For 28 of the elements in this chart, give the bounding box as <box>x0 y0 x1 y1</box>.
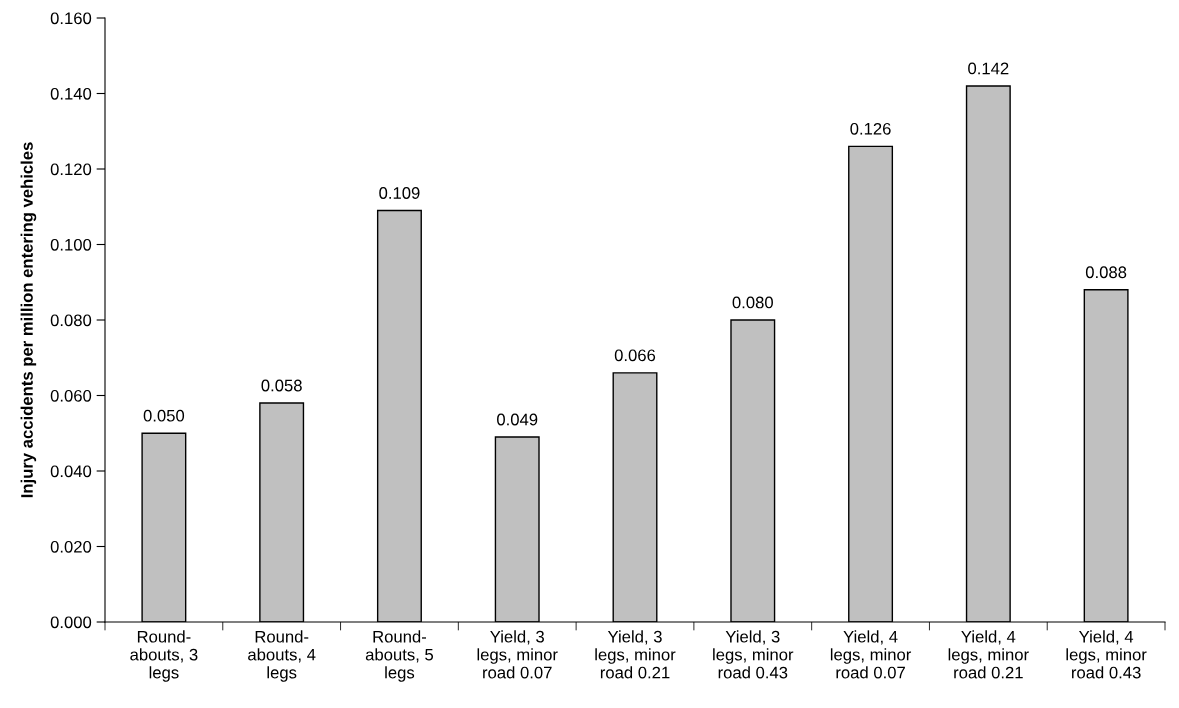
x-tick-label: Round- abouts, 4 legs <box>248 630 316 682</box>
x-tick-label: Round- abouts, 5 legs <box>365 630 434 682</box>
data-label: 0.080 <box>732 296 773 309</box>
y-tick-label: 0.020 <box>50 540 92 553</box>
y-tick-label: 0.160 <box>50 12 92 25</box>
y-tick-label: 0.080 <box>50 314 92 327</box>
x-tick-label: Yield, 3 legs, minor road 0.43 <box>713 630 794 679</box>
y-tick-label: 0.040 <box>50 465 92 478</box>
x-tick-label: Yield, 3 legs, minor road 0.21 <box>595 630 676 679</box>
x-tick-label: Yield, 4 legs, minor road 0.43 <box>1066 630 1147 679</box>
y-tick-label: 0.120 <box>50 163 92 176</box>
data-label: 0.109 <box>379 187 420 199</box>
x-tick-label: Yield, 3 legs, minor road 0.07 <box>477 630 558 679</box>
data-label: 0.049 <box>497 413 538 426</box>
data-label: 0.066 <box>614 349 656 362</box>
y-tick-label: 0.100 <box>50 238 92 251</box>
data-label: 0.088 <box>1085 266 1127 279</box>
data-label: 0.050 <box>143 409 185 422</box>
y-axis-title: Injury accidents per million entering vehicles <box>20 142 37 498</box>
x-tick-label: Yield, 4 legs, minor road 0.21 <box>948 630 1029 679</box>
y-tick-label: 0.140 <box>50 87 92 100</box>
data-label: 0.058 <box>261 379 302 392</box>
data-label: 0.142 <box>968 62 1009 75</box>
data-label: 0.126 <box>850 122 891 135</box>
y-tick-label: 0.060 <box>50 389 92 402</box>
x-tick-label: Yield, 4 legs, minor road 0.07 <box>830 630 912 679</box>
y-tick-label: 0.000 <box>50 616 92 629</box>
x-tick-label: Round- abouts, 3 legs <box>130 630 198 682</box>
